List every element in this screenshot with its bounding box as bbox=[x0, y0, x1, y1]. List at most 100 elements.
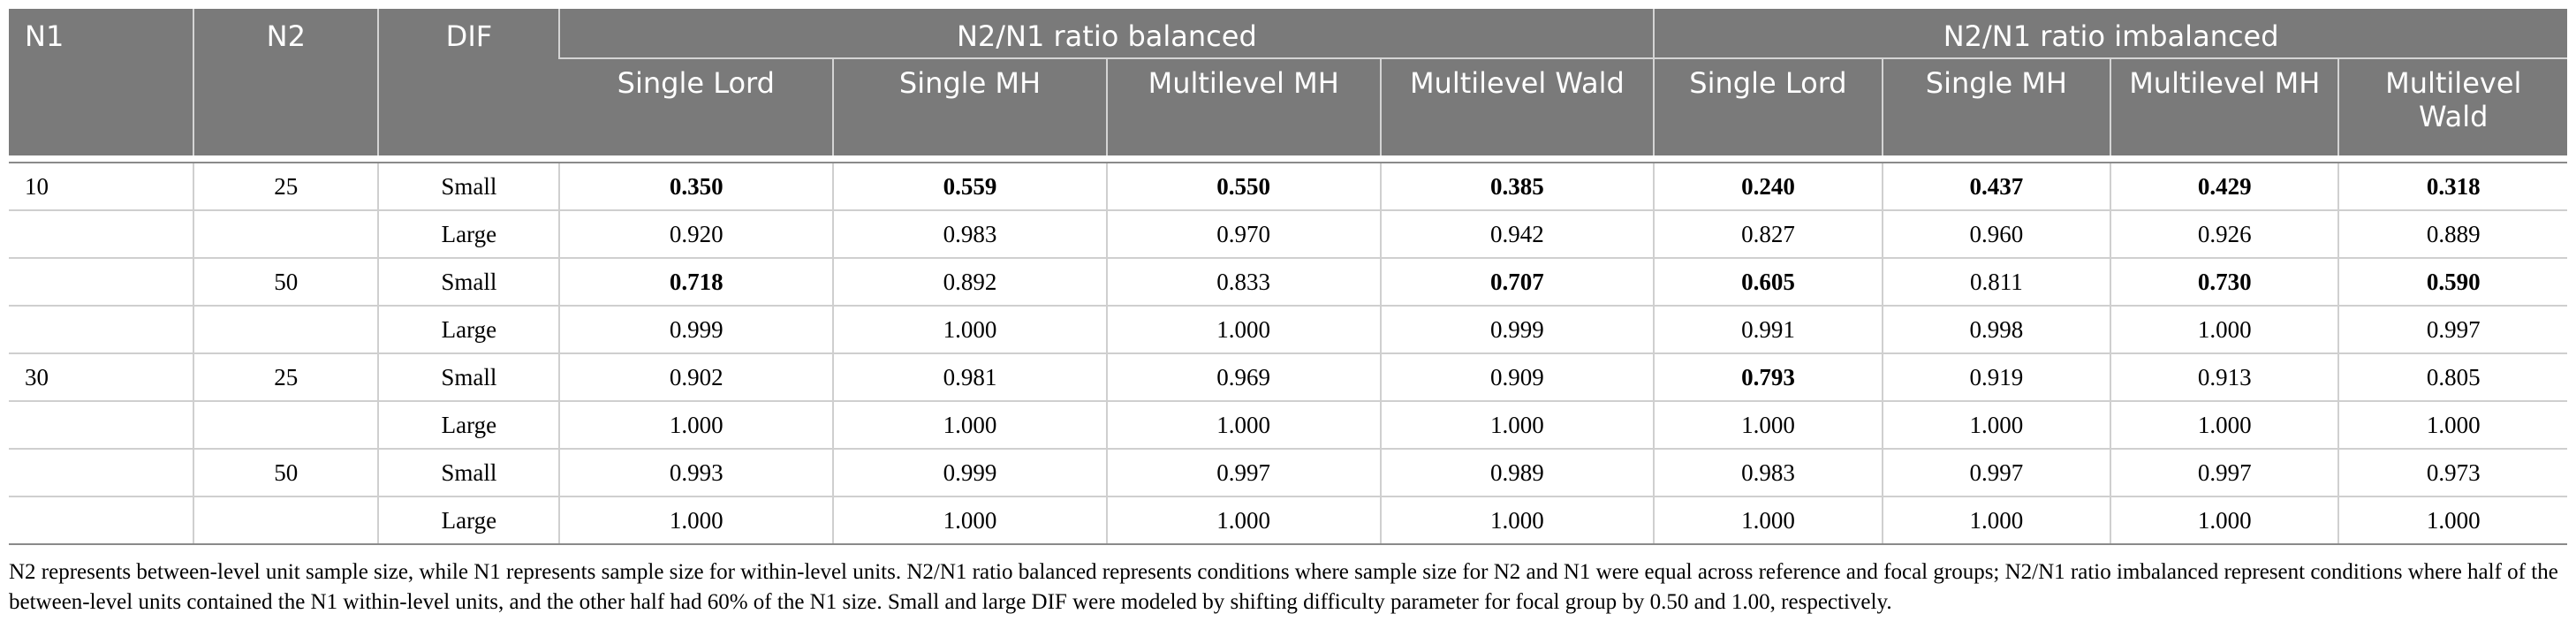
cell-n1 bbox=[9, 305, 194, 353]
header-dif: DIF bbox=[377, 9, 560, 155]
cell-n1 bbox=[9, 257, 194, 306]
cell-n1: 10 bbox=[9, 162, 194, 210]
header-multilevel-wald-balanced: Multilevel Wald bbox=[1379, 58, 1655, 155]
table-row: Large 1.000 1.000 1.000 1.000 1.000 1.000 1.000… bbox=[9, 400, 2567, 449]
cell-value: 0.993 bbox=[558, 448, 834, 496]
header-multilevel-mh-balanced: Multilevel MH bbox=[1105, 58, 1381, 155]
cell-n1 bbox=[9, 496, 194, 545]
cell-value: 1.000 bbox=[1653, 496, 1883, 545]
cell-value: 0.350 bbox=[558, 162, 834, 210]
cell-value: 0.998 bbox=[1881, 305, 2111, 353]
cell-n2 bbox=[193, 305, 379, 353]
cell-value: 0.730 bbox=[2110, 257, 2339, 306]
table-row: 50 Small 0.718 0.892 0.833 0.707 0.605 0.811 0.7… bbox=[9, 257, 2567, 306]
cell-value: 0.240 bbox=[1653, 162, 1883, 210]
cell-value: 0.385 bbox=[1379, 162, 1655, 210]
cell-value: 1.000 bbox=[2110, 305, 2339, 353]
cell-n1 bbox=[9, 448, 194, 496]
cell-value: 0.999 bbox=[1379, 305, 1655, 353]
cell-dif: Small bbox=[377, 448, 560, 496]
cell-n2: 50 bbox=[193, 448, 379, 496]
cell-value: 0.902 bbox=[558, 352, 834, 401]
cell-value: 0.827 bbox=[1653, 209, 1883, 258]
cell-dif: Large bbox=[377, 305, 560, 353]
cell-value: 0.983 bbox=[1653, 448, 1883, 496]
cell-value: 0.919 bbox=[1881, 352, 2111, 401]
table-header: N1 N2 DIF N2/N1 ratio balanced N2/N1 rat… bbox=[9, 9, 2567, 155]
cell-value: 0.707 bbox=[1379, 257, 1655, 306]
cell-value: 0.920 bbox=[558, 209, 834, 258]
header-multilevel-wald-imbalanced: Multilevel Wald bbox=[2337, 58, 2567, 155]
table-body: 10 25 Small 0.350 0.559 0.550 0.385 0.240 0.437 0… bbox=[9, 155, 2567, 545]
header-single-mh-balanced: Single MH bbox=[832, 58, 1107, 155]
cell-value: 0.991 bbox=[1653, 305, 1883, 353]
cell-value: 1.000 bbox=[2337, 400, 2567, 449]
cell-value: 1.000 bbox=[558, 400, 834, 449]
table-row: 50 Small 0.993 0.999 0.997 0.989 0.983 0.997 0.9… bbox=[9, 448, 2567, 496]
cell-value: 1.000 bbox=[832, 400, 1107, 449]
table-row: Large 1.000 1.000 1.000 1.000 1.000 1.000 1.000… bbox=[9, 496, 2567, 545]
header-n1: N1 bbox=[9, 9, 194, 155]
cell-value: 0.997 bbox=[2337, 305, 2567, 353]
cell-value: 0.892 bbox=[832, 257, 1107, 306]
cell-n1 bbox=[9, 209, 194, 258]
cell-value: 0.590 bbox=[2337, 257, 2567, 306]
cell-dif: Small bbox=[377, 257, 560, 306]
cell-n2 bbox=[193, 400, 379, 449]
cell-value: 0.550 bbox=[1105, 162, 1381, 210]
cell-value: 1.000 bbox=[1379, 400, 1655, 449]
cell-value: 0.437 bbox=[1881, 162, 2111, 210]
cell-value: 0.983 bbox=[832, 209, 1107, 258]
header-single-lord-balanced: Single Lord bbox=[559, 58, 834, 155]
header-single-lord-imbalanced: Single Lord bbox=[1653, 58, 1883, 155]
cell-value: 0.969 bbox=[1105, 352, 1381, 401]
cell-value: 0.973 bbox=[2337, 448, 2567, 496]
cell-value: 0.989 bbox=[1379, 448, 1655, 496]
cell-n2 bbox=[193, 209, 379, 258]
cell-value: 0.926 bbox=[2110, 209, 2339, 258]
cell-value: 0.981 bbox=[832, 352, 1107, 401]
cell-n1 bbox=[9, 400, 194, 449]
cell-value: 0.811 bbox=[1881, 257, 2111, 306]
cell-value: 1.000 bbox=[1105, 496, 1381, 545]
header-n2: N2 bbox=[193, 9, 379, 155]
cell-value: 0.970 bbox=[1105, 209, 1381, 258]
cell-value: 1.000 bbox=[2110, 400, 2339, 449]
cell-n2 bbox=[193, 496, 379, 545]
cell-n1: 30 bbox=[9, 352, 194, 401]
cell-n2: 25 bbox=[193, 352, 379, 401]
cell-value: 0.559 bbox=[832, 162, 1107, 210]
table-row: 30 25 Small 0.902 0.981 0.969 0.909 0.793 0.919 0… bbox=[9, 352, 2567, 401]
cell-value: 1.000 bbox=[1881, 400, 2111, 449]
cell-value: 1.000 bbox=[2337, 496, 2567, 545]
cell-value: 0.913 bbox=[2110, 352, 2339, 401]
table-row: Large 0.920 0.983 0.970 0.942 0.827 0.960 0.926… bbox=[9, 209, 2567, 258]
cell-dif: Small bbox=[377, 162, 560, 210]
cell-value: 1.000 bbox=[558, 496, 834, 545]
header-single-mh-imbalanced: Single MH bbox=[1881, 58, 2111, 155]
results-table-figure: N1 N2 DIF N2/N1 ratio balanced N2/N1 rat… bbox=[9, 9, 2567, 618]
cell-value: 1.000 bbox=[1105, 400, 1381, 449]
cell-value: 0.429 bbox=[2110, 162, 2339, 210]
cell-value: 0.318 bbox=[2337, 162, 2567, 210]
header-group-imbalanced: N2/N1 ratio imbalanced bbox=[1653, 9, 2567, 59]
cell-dif: Small bbox=[377, 352, 560, 401]
cell-value: 0.805 bbox=[2337, 352, 2567, 401]
cell-value: 0.942 bbox=[1379, 209, 1655, 258]
cell-value: 0.999 bbox=[832, 448, 1107, 496]
cell-value: 1.000 bbox=[832, 305, 1107, 353]
cell-value: 0.997 bbox=[1105, 448, 1381, 496]
cell-value: 0.605 bbox=[1653, 257, 1883, 306]
cell-value: 1.000 bbox=[832, 496, 1107, 545]
cell-value: 1.000 bbox=[1379, 496, 1655, 545]
cell-value: 0.889 bbox=[2337, 209, 2567, 258]
cell-value: 0.999 bbox=[558, 305, 834, 353]
header-group-balanced: N2/N1 ratio balanced bbox=[558, 9, 1655, 59]
table-row: 10 25 Small 0.350 0.559 0.550 0.385 0.240 0.437 0… bbox=[9, 162, 2567, 210]
cell-value: 1.000 bbox=[1881, 496, 2111, 545]
cell-n2: 50 bbox=[193, 257, 379, 306]
cell-value: 0.793 bbox=[1653, 352, 1883, 401]
results-table: N1 N2 DIF N2/N1 ratio balanced N2/N1 rat… bbox=[9, 9, 2567, 545]
table-footnote: N2 represents between-level unit sample … bbox=[9, 560, 2558, 614]
cell-value: 0.997 bbox=[2110, 448, 2339, 496]
